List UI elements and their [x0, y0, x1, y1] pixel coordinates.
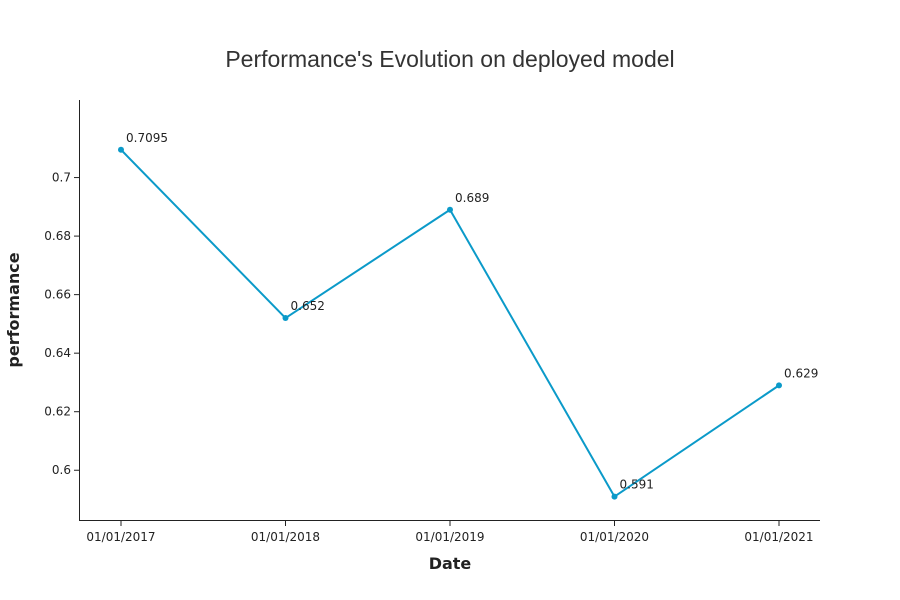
- y-tick-label: 0.66: [44, 288, 71, 302]
- data-label: 0.7095: [126, 131, 168, 145]
- data-point: [776, 382, 782, 389]
- series-line: [120, 149, 780, 498]
- data-point: [447, 206, 453, 213]
- plot-area: 0.60.620.640.660.680.7 01/01/2017 01/01/2…: [44, 100, 820, 544]
- x-tick-label: 01/01/2018: [251, 530, 320, 544]
- x-tick-label: 01/01/2020: [580, 530, 649, 544]
- x-tick-label: 01/01/2019: [415, 530, 484, 544]
- data-label: 0.591: [620, 478, 654, 492]
- y-tick-label: 0.68: [44, 229, 71, 243]
- data-label: 0.652: [291, 299, 325, 313]
- y-tick-label: 0.62: [44, 405, 71, 419]
- data-label: 0.629: [784, 366, 818, 380]
- y-tick-label: 0.64: [44, 346, 71, 360]
- series-layer: 0.7095 0.652 0.689 0.591 0.629: [118, 131, 818, 500]
- x-axis-ticks: 01/01/2017 01/01/2018 01/01/2019 01/01/2020…: [86, 520, 814, 544]
- chart-title: Performance's Evolution on deployed mode…: [225, 46, 674, 72]
- data-point: [118, 146, 124, 153]
- x-tick-label: 01/01/2017: [86, 530, 155, 544]
- y-tick-label: 0.6: [52, 463, 71, 477]
- y-tick-label: 0.7: [52, 171, 71, 185]
- data-point: [282, 315, 289, 322]
- data-point: [611, 493, 618, 500]
- x-tick-label: 01/01/2021: [744, 530, 813, 544]
- data-label: 0.689: [455, 191, 489, 205]
- y-axis-title: performance: [4, 252, 23, 367]
- y-axis-ticks: 0.6 0.62 0.64 0.66 0.68 0.7: [44, 171, 80, 477]
- x-axis-title: Date: [429, 554, 472, 573]
